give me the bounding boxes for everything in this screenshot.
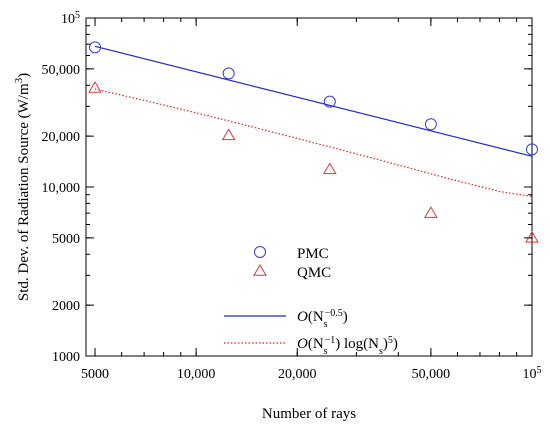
y-tick-label-text: 2000: [52, 299, 80, 314]
x-tick-label-sup: 5: [537, 365, 542, 376]
series-line-2: [94, 45, 533, 157]
y-tick-label: 50,000: [42, 63, 81, 78]
legend-label: QMC: [297, 265, 331, 281]
y-tick-label: 1000: [52, 350, 80, 365]
qmc-point: [525, 230, 539, 243]
y-axis-title: Std. Dev. of Radiation Source (W/m3): [13, 73, 32, 301]
legend-label-main: O: [297, 336, 308, 352]
x-tick-label-text: 5000: [81, 367, 109, 382]
y-tick-label: 10,000: [42, 181, 81, 196]
qmc-point: [88, 81, 102, 93]
y-axis-title-close: ): [16, 73, 32, 78]
y-axis-title-main: Std. Dev. of Radiation Source (W/m: [16, 83, 32, 301]
legend-label: O(Ns−1) log(Ns)5): [297, 335, 398, 357]
legend-label-sub: s: [324, 319, 328, 330]
x-tick-label: 50,000: [412, 367, 451, 382]
legend-label-sup: −1: [325, 335, 336, 346]
plot-frame: [85, 17, 533, 357]
legend-label: PMC: [297, 246, 329, 262]
x-tick-label-text: 10,000: [177, 367, 216, 382]
y-tick-label-text: 50,000: [42, 63, 81, 78]
legend-marker-qmc: [253, 264, 267, 276]
pmc-point: [222, 67, 235, 80]
legend-label-sub2: s: [379, 346, 383, 357]
legend-label-open: (N: [308, 336, 324, 352]
x-tick-label: 5000: [81, 367, 109, 382]
qmc-point: [424, 206, 438, 218]
legend-label-open: (N: [308, 309, 324, 325]
y-tick-label-text: 20,000: [42, 130, 81, 145]
data-markers: [88, 41, 539, 243]
legend-label: O(Ns−0.5): [297, 308, 348, 330]
pmc-point: [526, 143, 538, 156]
y-axis-title-sup: 3: [13, 77, 25, 83]
x-axis-title: Number of rays: [262, 406, 356, 422]
x-tick-label-text: 10: [523, 367, 537, 382]
legend-marker-pmc: [254, 246, 266, 258]
x-tick-label: 105: [523, 365, 542, 383]
series-line-3: [94, 88, 533, 197]
x-tick-label-text: 20,000: [278, 367, 317, 382]
y-tick-label-sup: 5: [75, 10, 80, 21]
legend-label-end: ): [393, 336, 398, 352]
legend-label-close: ): [383, 336, 388, 352]
x-tick-label-text: 50,000: [412, 367, 451, 382]
y-tick-label: 5000: [52, 232, 80, 247]
pmc-point: [424, 118, 437, 131]
y-tick-label: 20,000: [42, 130, 81, 145]
legend-label-mid: ) log(N: [335, 336, 379, 352]
qmc-point: [322, 162, 337, 175]
pmc-point: [323, 95, 336, 108]
legend-label-sup: −0.5: [325, 308, 343, 319]
x-tick-label: 10,000: [177, 367, 216, 382]
y-tick-label: 105: [61, 10, 80, 28]
qmc-point: [221, 128, 236, 141]
y-tick-label-text: 5000: [52, 232, 80, 247]
pmc-point: [89, 41, 102, 54]
legend-label-close: ): [343, 309, 348, 325]
legend-label-sup2: 5: [388, 335, 393, 346]
y-tick-label-text: 10,000: [42, 181, 81, 196]
legend-label-sub: s: [324, 346, 328, 357]
legend-label-main: O: [297, 309, 308, 325]
x-tick-label: 20,000: [278, 367, 317, 382]
fit-lines: [94, 45, 533, 197]
y-tick-label-text: 10: [61, 12, 75, 27]
y-tick-label-text: 1000: [52, 350, 80, 365]
y-tick-label: 2000: [52, 299, 80, 314]
